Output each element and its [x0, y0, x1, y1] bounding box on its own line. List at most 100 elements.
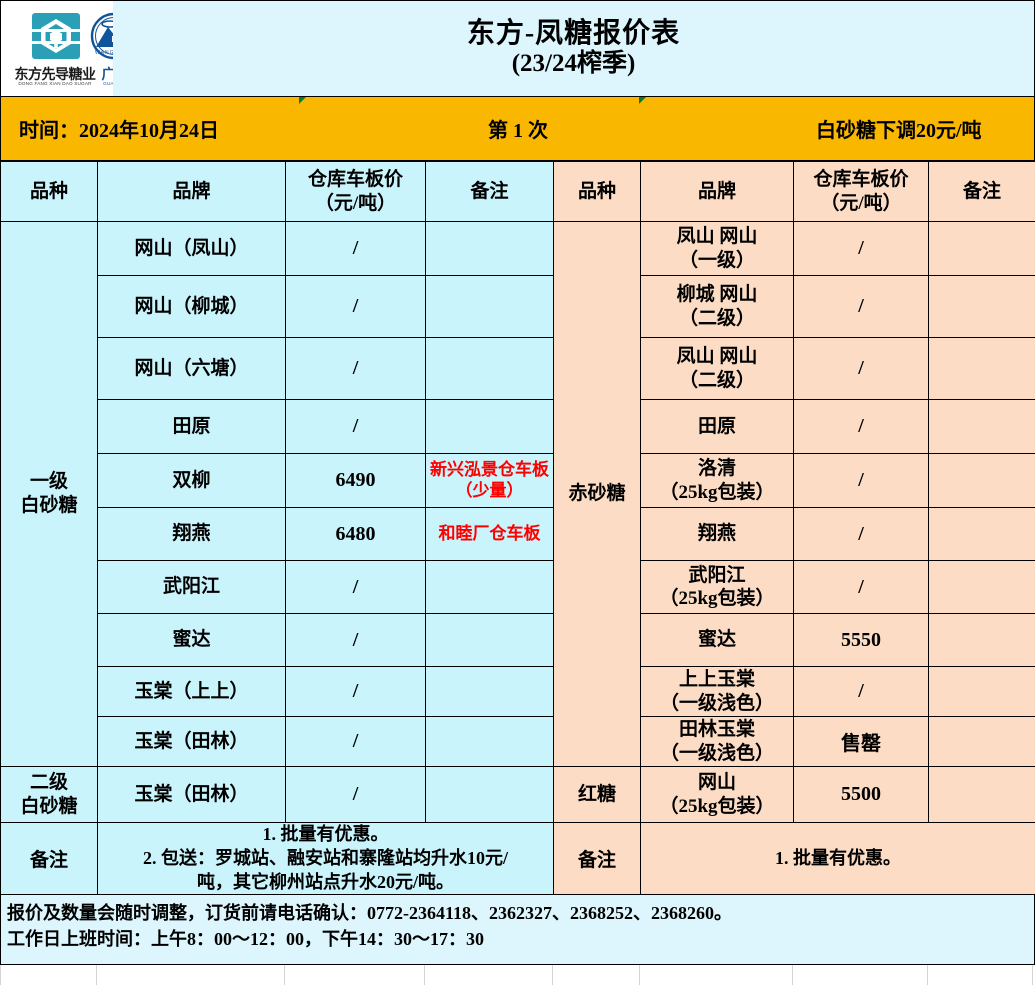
- price-cell: /: [793, 221, 929, 276]
- dongfang-wordmark: 东方先导糖业 DONG FANG XIAN DAO SUGAR: [14, 66, 97, 87]
- kind-cell-brown-sugar: 赤砂糖: [553, 221, 641, 767]
- table-row: 蜜达 / 蜜达 5550: [1, 613, 1035, 667]
- note-cell: [928, 399, 1035, 454]
- remarks-row: 备注 1. 批量有优惠。 2. 包送：罗城站、融安站和寨隆站均升水10元/ 吨，…: [0, 821, 1035, 896]
- page-title: 东方-凤糖报价表: [466, 18, 681, 50]
- col-header-kind-left: 品种: [0, 161, 98, 222]
- note-cell: [928, 766, 1035, 823]
- note-cell: [928, 560, 1035, 614]
- note-cell: 和睦厂仓车板: [425, 507, 554, 561]
- price-cell: 售罄: [793, 716, 929, 767]
- quote-revision: 第 1 次: [488, 120, 548, 142]
- empty-cell[interactable]: [425, 965, 553, 985]
- price-cell: /: [793, 507, 929, 561]
- col-header-kind-right: 品种: [553, 161, 641, 222]
- footer-line-1: 报价及数量会随时调整，订货前请电话确认：0772-2364118、2362327…: [7, 903, 732, 924]
- note-cell: [425, 399, 554, 454]
- price-cell: /: [793, 275, 929, 338]
- col-header-note-right: 备注: [928, 161, 1035, 222]
- table-row: 二级 白砂糖 玉棠（田林） / 红糖 网山 （25kg包装） 5500: [0, 766, 1035, 823]
- quote-date-label: 时间：: [19, 120, 79, 142]
- brand-line2: （二级）: [678, 369, 755, 391]
- brand-line1: 网山: [697, 772, 736, 794]
- col-header-price-left: 仓库车板价 （元/吨）: [285, 161, 426, 222]
- empty-cell[interactable]: [97, 965, 285, 985]
- dongfang-name-cn: 东方先导糖业: [14, 66, 97, 83]
- right-remark-body: 1. 批量有优惠。: [640, 821, 1035, 896]
- price-cell: /: [285, 666, 426, 717]
- brand-line2: （25kg包装）: [659, 795, 775, 817]
- note-cell: [928, 507, 1035, 561]
- left-remark-line-3: 吨，其它柳州站点升水20元/吨。: [197, 871, 454, 892]
- brand-cell: 武阳江 （25kg包装）: [640, 560, 794, 614]
- brand-cell: 洛清 （25kg包装）: [640, 453, 794, 508]
- note-cell: [425, 275, 554, 338]
- table-row: 网山（柳城） / 柳城 网山 （二级） /: [1, 275, 1035, 338]
- brand-cell: 凤山 网山 （一级）: [640, 221, 794, 276]
- brand-line2: （二级）: [678, 307, 755, 329]
- left-remark-label: 备注: [0, 821, 98, 896]
- sheet-header: WANGSHAN 东方先导糖业 DONG FANG XIAN DAO SUGAR…: [0, 0, 1035, 96]
- brand-cell: 网山（六塘）: [97, 337, 286, 400]
- note-cell: [928, 716, 1035, 767]
- brand-cell: 双柳: [97, 453, 286, 508]
- table-header-row: 品种 品牌 仓库车板价 （元/吨） 备注 品种 品牌 仓库车板价 （元/吨） 备…: [0, 161, 1035, 222]
- table-row: 一级 白砂糖 网山（凤山） / 赤砂糖 凤山 网山 （一级） /: [0, 221, 1035, 767]
- brand-cell: 翔燕: [97, 507, 286, 561]
- left-remark-line-1: 1. 批量有优惠。: [262, 824, 389, 844]
- brand-line2: （25kg包装）: [659, 481, 775, 503]
- title-area: 东方-凤糖报价表 (23/24榨季): [113, 1, 1034, 96]
- brand-line1: 田林玉棠: [678, 719, 755, 741]
- brand-cell: 蜜达: [97, 613, 286, 667]
- col-header-price-right-line2: （元/吨）: [820, 192, 902, 214]
- empty-cell[interactable]: [553, 965, 640, 985]
- col-header-brand-right: 品牌: [640, 161, 794, 222]
- note-line1: 和睦厂仓车板: [438, 523, 541, 543]
- dongfang-name-en: DONG FANG XIAN DAO SUGAR: [18, 81, 92, 87]
- price-cell: 6490: [285, 453, 426, 508]
- cell-comment-marker: [299, 97, 306, 104]
- kind-cell-red-sugar: 红糖: [553, 766, 641, 823]
- brand-line2: （25kg包装）: [659, 588, 775, 609]
- brand-cell: 玉棠（田林）: [97, 716, 286, 767]
- kind-line2: 白砂糖: [20, 495, 78, 516]
- empty-cell[interactable]: [640, 965, 793, 985]
- price-cell: /: [285, 613, 426, 667]
- brand-cell: 蜜达: [640, 613, 794, 667]
- kind-line2: 白砂糖: [20, 795, 78, 817]
- note-cell: [425, 337, 554, 400]
- empty-cell[interactable]: [0, 965, 97, 985]
- brand-cell: 网山（柳城）: [97, 275, 286, 338]
- empty-cell[interactable]: [928, 965, 1033, 985]
- note-line2: （少量）: [455, 480, 524, 500]
- col-header-price-right-line1: 仓库车板价: [813, 168, 909, 190]
- price-cell: /: [285, 399, 426, 454]
- info-bar: 时间：2024年10月24日 第 1 次 白砂糖下调20元/吨: [0, 96, 1035, 161]
- left-remark-body: 1. 批量有优惠。 2. 包送：罗城站、融安站和寨隆站均升水10元/ 吨，其它柳…: [97, 821, 554, 896]
- price-adjust-note: 白砂糖下调20元/吨: [816, 120, 982, 142]
- brand-cell: 田原: [640, 399, 794, 454]
- kind-line1: 一级: [29, 471, 68, 493]
- note-cell: [928, 453, 1035, 508]
- table-row: 网山（六塘） / 凤山 网山 （二级） /: [1, 337, 1035, 400]
- empty-cell[interactable]: [285, 965, 425, 985]
- price-cell: /: [285, 766, 426, 823]
- col-header-note-left: 备注: [425, 161, 554, 222]
- note-cell: [425, 221, 554, 276]
- price-cell: /: [285, 560, 426, 614]
- dongfang-logo-icon: [30, 11, 82, 66]
- brand-line1: 凤山 网山: [676, 226, 758, 248]
- brand-cell: 田原: [97, 399, 286, 454]
- footer-note: 报价及数量会随时调整，订货前请电话确认：0772-2364118、2362327…: [0, 895, 1035, 966]
- price-cell: /: [285, 716, 426, 767]
- note-cell: [928, 337, 1035, 400]
- note-cell: [928, 221, 1035, 276]
- brand-cell: 网山（凤山）: [97, 221, 286, 276]
- brand-cell: 柳城 网山 （二级）: [640, 275, 794, 338]
- note-cell: [425, 766, 554, 823]
- cell-comment-marker: [639, 97, 646, 104]
- page-subtitle: (23/24榨季): [511, 50, 636, 78]
- brand-cell: 翔燕: [640, 507, 794, 561]
- empty-cell[interactable]: [793, 965, 928, 985]
